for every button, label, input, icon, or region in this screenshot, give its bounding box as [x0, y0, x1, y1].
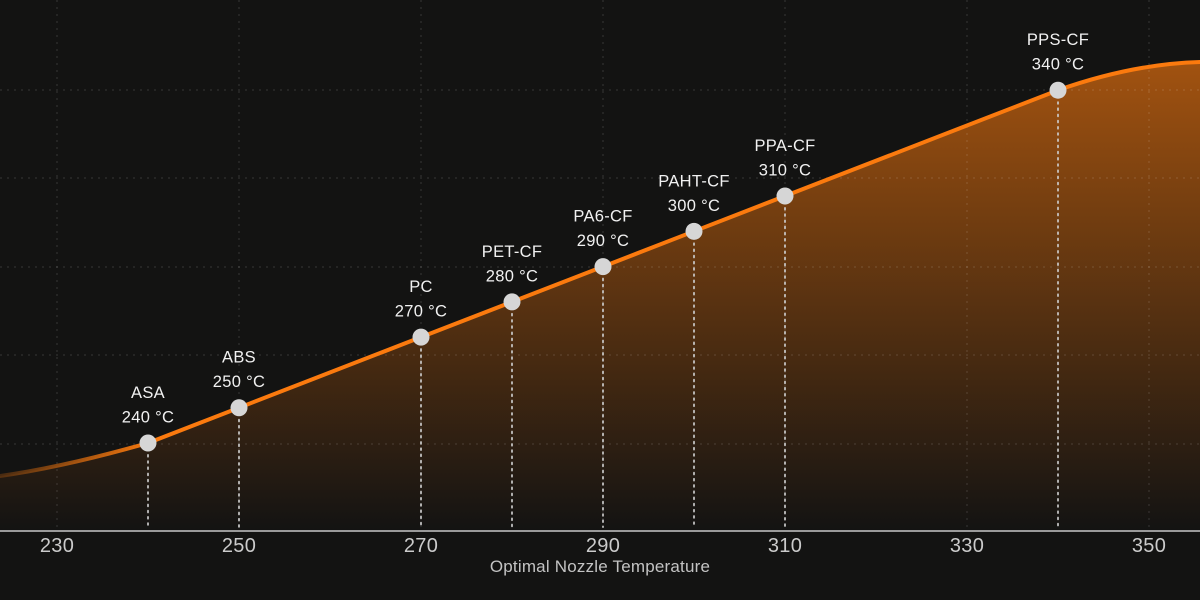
- point-label-material: PPA-CF: [754, 137, 815, 155]
- x-tick-label: 350: [1132, 535, 1166, 557]
- data-point-marker[interactable]: [776, 187, 794, 205]
- point-label-material: ASA: [131, 384, 165, 402]
- point-label-material: ABS: [222, 349, 256, 367]
- x-tick-label: 330: [950, 535, 984, 557]
- x-tick-label: 250: [222, 535, 256, 557]
- x-axis-title: Optimal Nozzle Temperature: [489, 557, 711, 576]
- data-point-marker[interactable]: [503, 293, 521, 311]
- data-point-marker[interactable]: [139, 434, 157, 452]
- point-label-temp: 340 °C: [1032, 56, 1084, 74]
- x-tick-label: 270: [404, 535, 438, 557]
- point-label-material: PPS-CF: [1027, 31, 1089, 49]
- data-point-marker[interactable]: [412, 328, 430, 346]
- point-label-material: PET-CF: [482, 243, 542, 261]
- point-label-temp: 240 °C: [122, 409, 174, 427]
- data-point-marker[interactable]: [1049, 81, 1067, 99]
- point-label-temp: 300 °C: [668, 197, 720, 215]
- temperature-line: [0, 60, 1200, 478]
- x-tick-label: 310: [768, 535, 802, 557]
- point-label-temp: 270 °C: [395, 303, 447, 321]
- point-label-material: PA6-CF: [573, 208, 632, 226]
- point-label-temp: 310 °C: [759, 162, 811, 180]
- point-label-temp: 290 °C: [577, 232, 629, 250]
- point-label-material: PC: [409, 278, 433, 296]
- point-label-temp: 250 °C: [213, 373, 265, 391]
- data-point-marker[interactable]: [594, 258, 612, 276]
- data-point-marker[interactable]: [230, 399, 248, 417]
- data-point-marker[interactable]: [685, 222, 703, 240]
- area-fill: [0, 62, 1200, 530]
- point-label-material: PAHT-CF: [658, 172, 729, 190]
- x-tick-label: 230: [40, 535, 74, 557]
- point-label-temp: 280 °C: [486, 267, 538, 285]
- x-tick-label: 290: [586, 535, 620, 557]
